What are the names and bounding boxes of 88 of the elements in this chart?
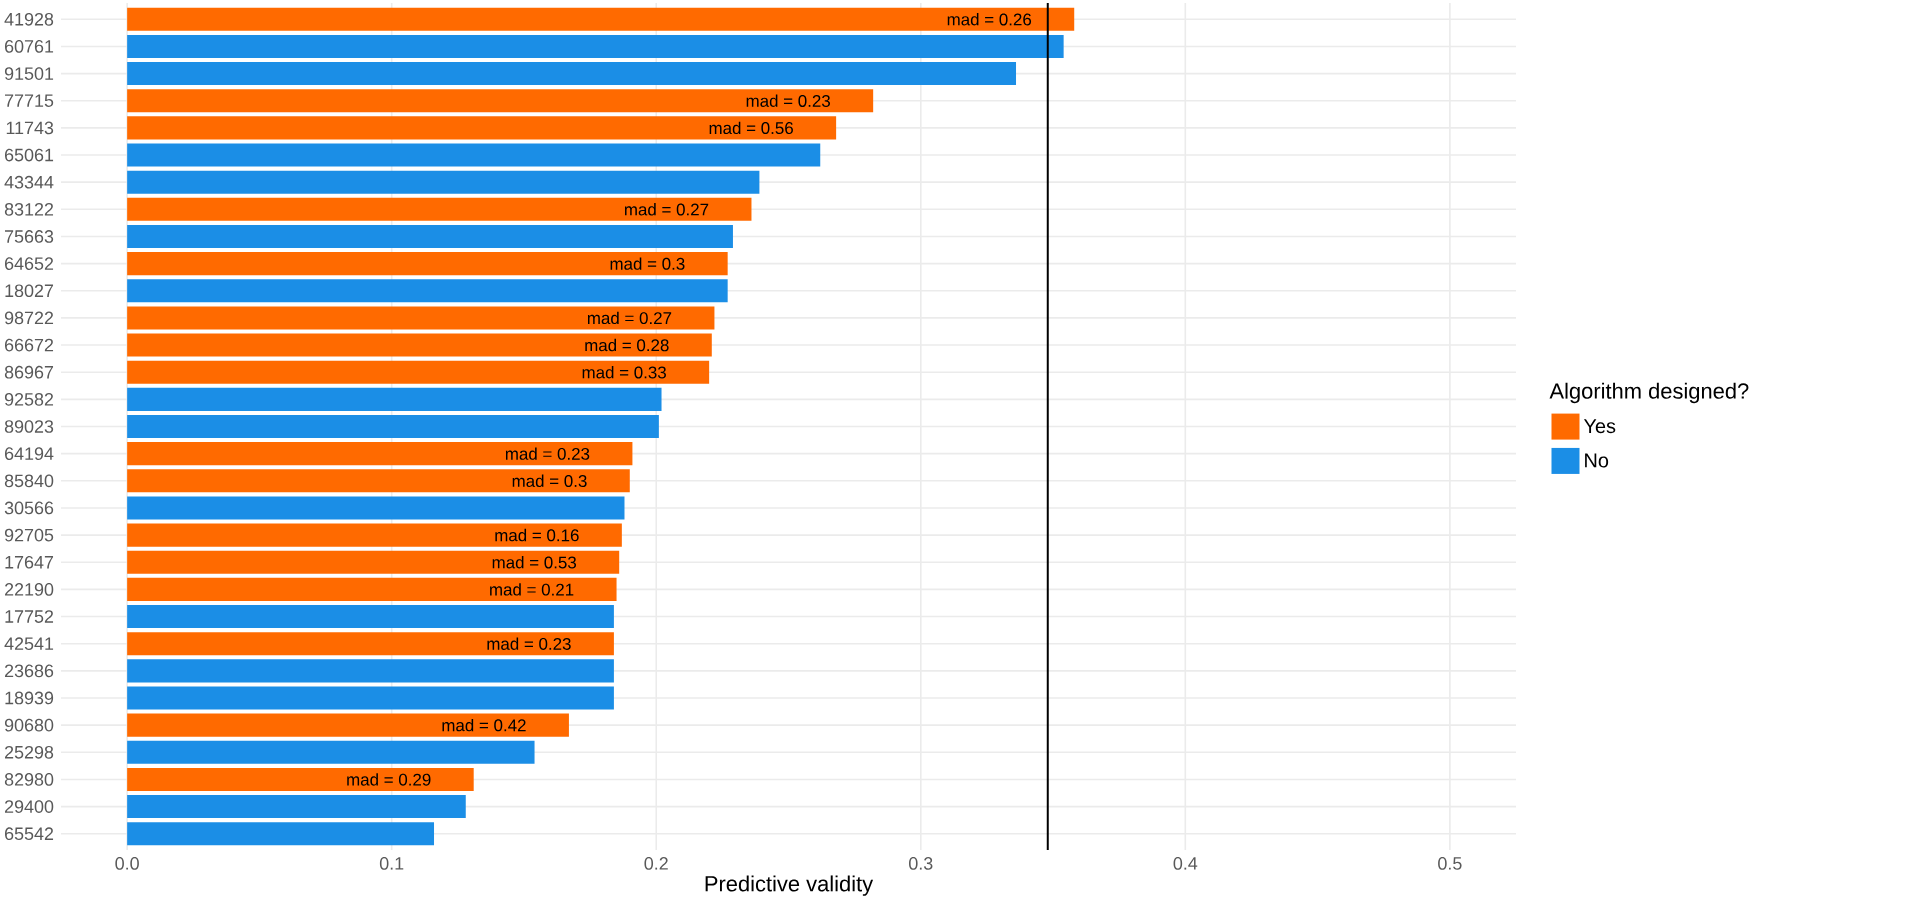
annotation: mad = 0.53 [492, 556, 577, 569]
bar [127, 360, 710, 384]
bar [127, 170, 760, 194]
y-tick-label: 66672 [5, 338, 54, 352]
x-tick-label: 0.3 [909, 857, 933, 870]
legend-title: Algorithm designed? [1549, 382, 1749, 404]
bar [127, 713, 569, 737]
x-tick-label: 0.5 [1438, 857, 1462, 870]
annotation: mad = 0.23 [505, 447, 590, 460]
bar [127, 469, 630, 493]
annotation: mad = 0.3 [610, 257, 685, 270]
bar [127, 414, 659, 439]
y-tick-label: 42541 [4, 637, 54, 651]
bar [127, 197, 752, 221]
y-tick-label: 18027 [5, 284, 54, 298]
y-tick-label: 18939 [5, 691, 54, 705]
y-tick-label: 43344 [4, 175, 54, 189]
annotation: mad = 0.29 [347, 773, 431, 786]
y-tick-label: 65061 [5, 148, 54, 162]
bar [127, 523, 622, 547]
annotation: mad = 0.21 [490, 583, 574, 596]
y-tick-label: 17647 [5, 555, 54, 569]
bar [127, 387, 662, 411]
annotation: mad = 0.26 [947, 13, 1032, 26]
y-tick-label: 64194 [5, 447, 54, 461]
bar [127, 496, 625, 520]
bar [127, 767, 474, 791]
y-tick-label: 92705 [4, 528, 54, 542]
y-tick-label: 77715 [5, 94, 54, 107]
y-tick-label: 65542 [5, 827, 54, 841]
bar [127, 577, 617, 601]
y-tick-label: 92582 [4, 393, 54, 406]
y-tick-label: 41928 [4, 12, 54, 26]
y-tick-label: 86967 [4, 365, 54, 379]
bar [127, 7, 1075, 31]
annotation: mad = 0.23 [746, 94, 831, 107]
annotation: mad = 0.28 [585, 338, 669, 352]
y-tick-label: 91501 [4, 67, 54, 80]
y-tick-label: 90680 [4, 718, 54, 732]
y-tick-label: 11743 [6, 121, 54, 135]
y-tick-label: 83122 [4, 202, 54, 216]
bar [127, 34, 1064, 58]
bar [127, 822, 435, 846]
bar [127, 740, 535, 764]
bar [127, 632, 614, 656]
bar [127, 333, 712, 357]
y-tick-label: 64652 [5, 257, 54, 270]
y-tick-label: 25298 [5, 745, 54, 759]
bar [127, 89, 874, 113]
x-tick-label: 0.0 [115, 857, 139, 870]
y-tick-label: 23686 [5, 664, 54, 678]
annotation: mad = 0.16 [495, 528, 579, 542]
annotation: mad = 0.42 [442, 718, 526, 732]
bar [127, 143, 821, 167]
x-tick-label: 0.1 [379, 857, 404, 870]
bar [127, 659, 614, 683]
y-tick-label: 75663 [5, 230, 54, 243]
y-tick-label: 89023 [4, 420, 54, 433]
bar [127, 795, 466, 819]
y-tick-label: 22190 [5, 583, 54, 596]
x-tick-label: 0.4 [1173, 857, 1198, 870]
y-tick-label: 30566 [4, 501, 54, 515]
legend-label: Yes [1583, 419, 1616, 434]
y-tick-label: 82980 [4, 773, 54, 786]
annotation: mad = 0.23 [487, 637, 571, 650]
y-tick-label: 98722 [4, 311, 54, 325]
bar [127, 224, 733, 249]
bar [127, 605, 614, 629]
bar [127, 62, 1017, 86]
y-tick-label: 60761 [5, 40, 54, 53]
bar [127, 442, 633, 466]
legend-label: No [1585, 453, 1609, 468]
bar [127, 686, 614, 710]
x-axis-title: Predictive validity [705, 875, 874, 896]
bar [127, 116, 837, 140]
annotation: mad = 0.3 [512, 474, 587, 488]
bar [127, 306, 715, 330]
annotation: mad = 0.27 [587, 311, 672, 325]
y-tick-label: 85840 [4, 474, 54, 488]
annotation: mad = 0.27 [624, 203, 709, 216]
x-tick-label: 0.2 [644, 857, 668, 870]
y-tick-label: 29400 [5, 800, 54, 813]
bar [127, 550, 620, 574]
bar [127, 252, 728, 276]
bar [127, 279, 728, 303]
y-tick-label: 17752 [5, 610, 54, 623]
annotation: mad = 0.33 [582, 365, 666, 379]
annotation: mad = 0.56 [709, 121, 793, 135]
